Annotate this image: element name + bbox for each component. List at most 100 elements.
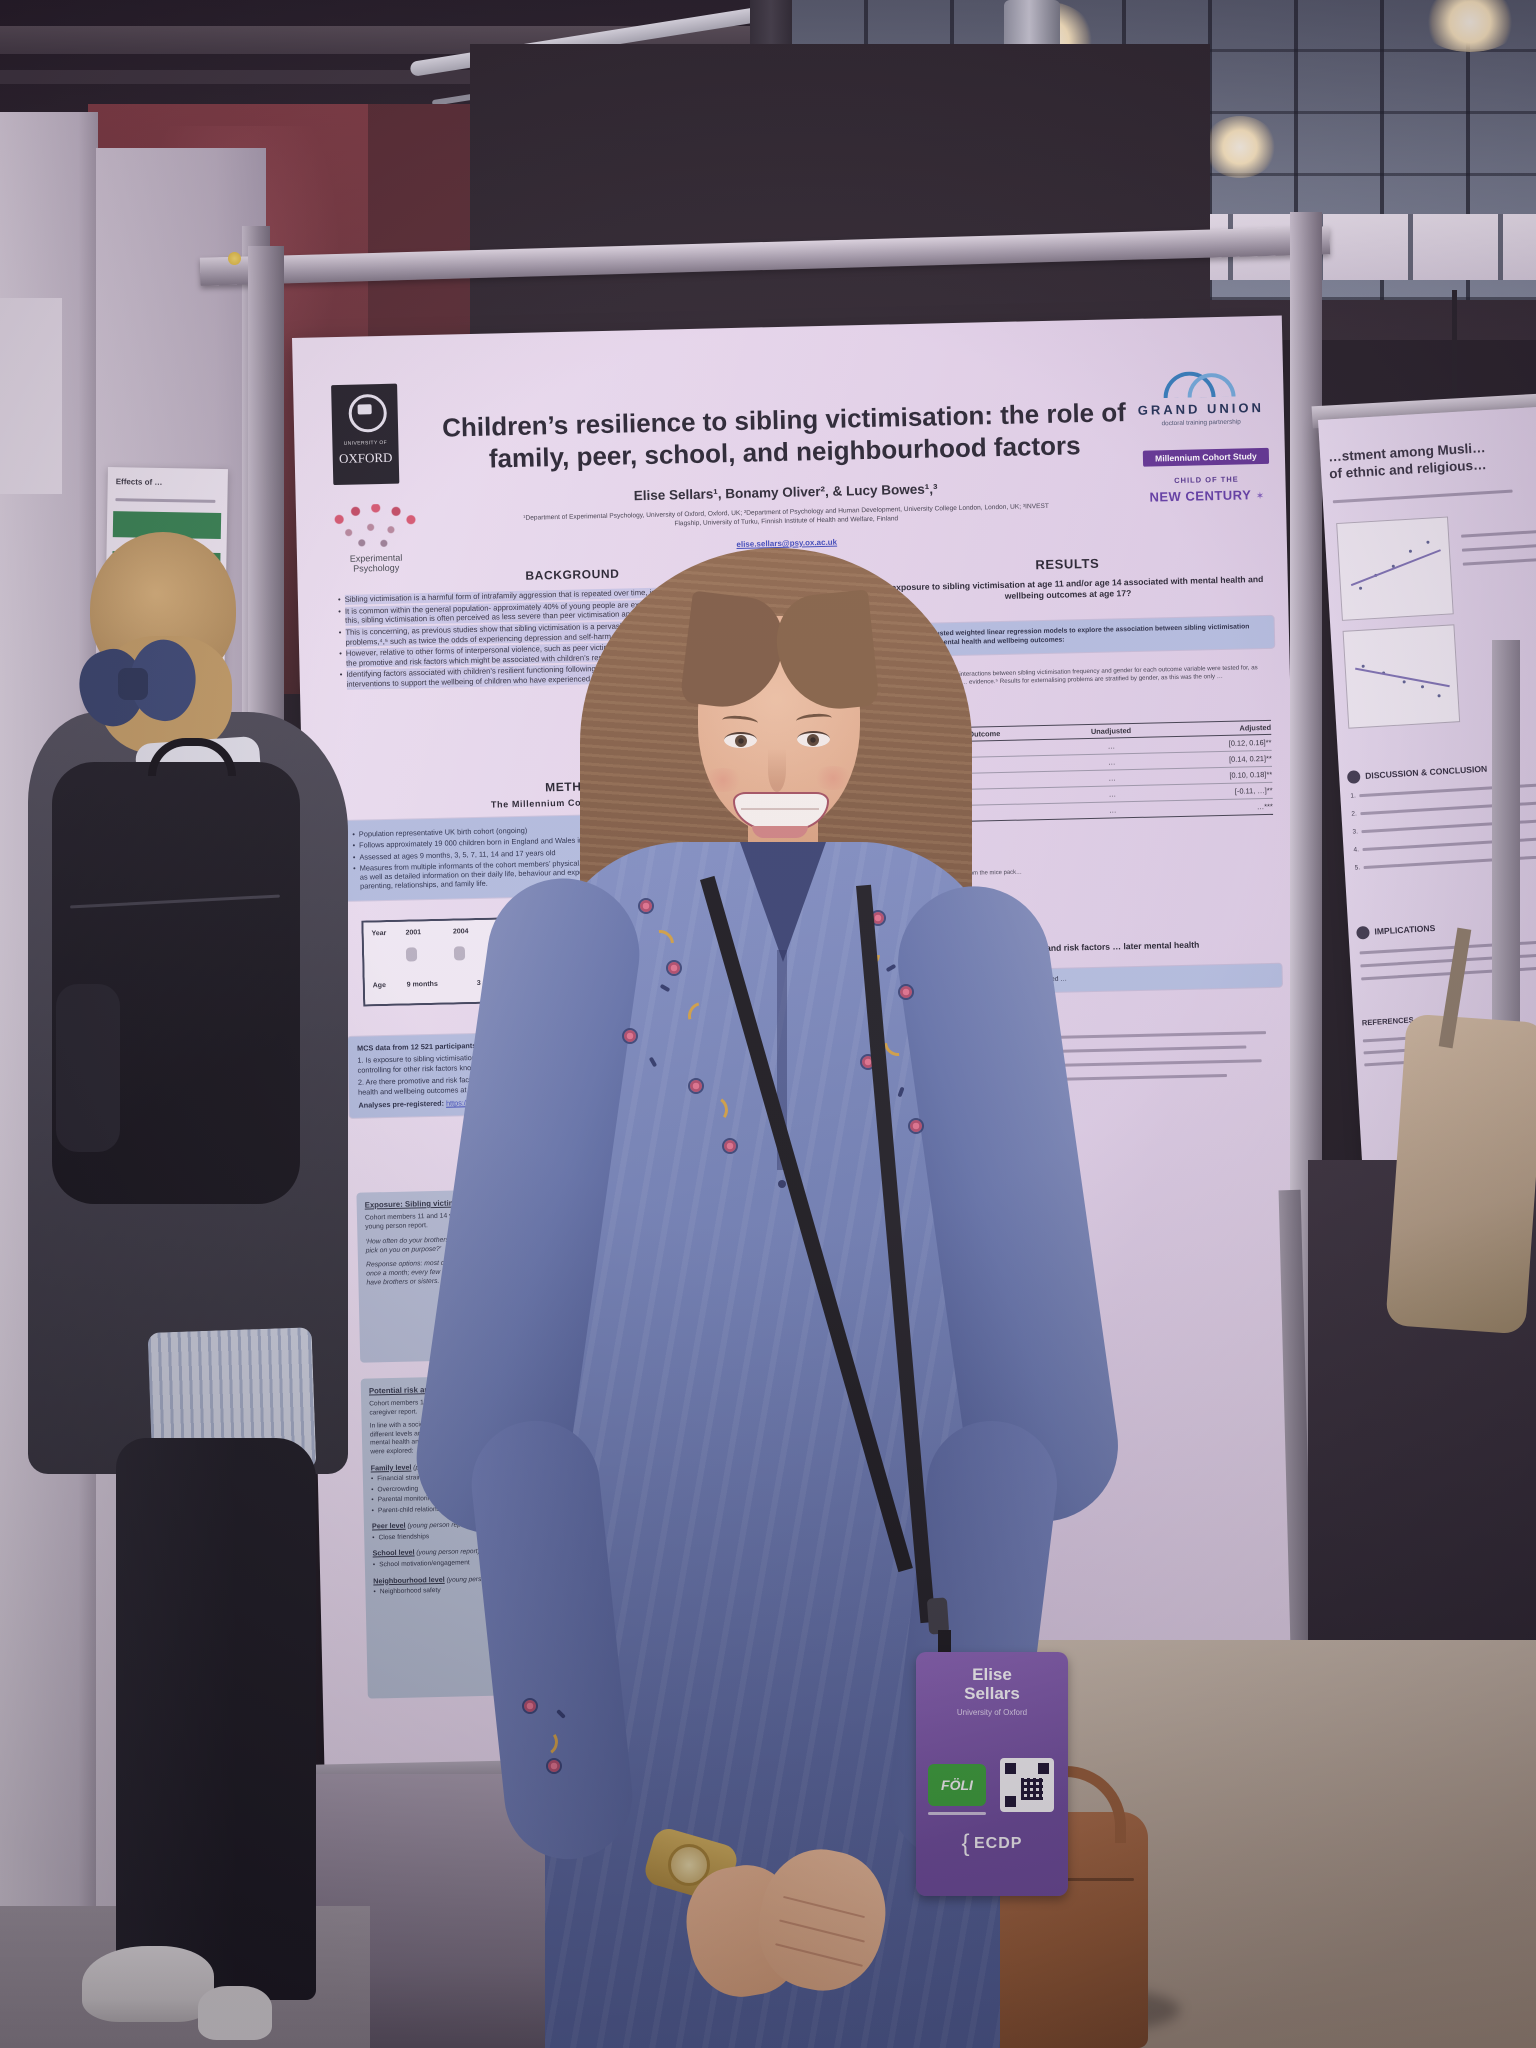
- blush: [702, 768, 744, 792]
- ceiling-light: [1420, 0, 1520, 52]
- right-poster-title: …stment among Musli… of ethnic and relig…: [1328, 435, 1536, 483]
- section-icon: [1356, 925, 1370, 940]
- qr-pattern: [1021, 1778, 1043, 1800]
- white-sneaker: [82, 1946, 214, 2022]
- author-line: [1332, 489, 1513, 504]
- placket: [777, 950, 787, 1170]
- backpack-pocket: [56, 984, 120, 1152]
- foli-sub-line: [928, 1812, 986, 1815]
- item-number: 5.: [1354, 864, 1361, 872]
- eye: [797, 731, 830, 747]
- timeline-age-label: Age: [372, 982, 387, 990]
- left-poster-title: Effects of …: [115, 477, 163, 487]
- lower-lip: [752, 826, 808, 838]
- timeline-year: 2001: [405, 929, 422, 937]
- event-brace: {: [961, 1830, 970, 1857]
- row-unadjusted: …: [1107, 757, 1116, 767]
- row-adjusted: [0.12, 0.16]**: [1228, 737, 1272, 748]
- prereg-label: Analyses pre-registered:: [358, 1099, 445, 1111]
- item-text: Close friendships: [378, 1533, 430, 1542]
- item-number: 2.: [1351, 810, 1358, 818]
- iris: [807, 734, 819, 746]
- level-label: School level: [372, 1547, 415, 1558]
- row-unadjusted: …: [1107, 741, 1116, 751]
- age-icon: [405, 947, 418, 962]
- age-icon: [454, 946, 466, 961]
- cnc-line1: CHILD OF THE: [1174, 474, 1239, 486]
- row-adjusted: [0.14, 0.21]**: [1228, 753, 1272, 764]
- bystander-pants: [116, 1438, 316, 2000]
- text-line: [115, 498, 216, 503]
- level-label: Peer level: [371, 1521, 406, 1531]
- text-line: [1461, 542, 1536, 552]
- row-adjusted: [-0.11, …]**: [1234, 785, 1273, 796]
- mcs-logo: Millennium Cohort Study: [1142, 447, 1270, 467]
- row-unadjusted: …: [1108, 773, 1116, 783]
- cnc-logo: CHILD OF THE NEW CENTURY ✶: [1143, 468, 1270, 511]
- grand-union-sub: doctoral training partnership: [1161, 418, 1241, 428]
- row-adjusted: [0.10, 0.18]**: [1229, 769, 1273, 780]
- badge-name: Elise Sellars: [916, 1665, 1068, 1703]
- timeline-year-label: Year: [371, 930, 387, 938]
- row-unadjusted: …: [1109, 805, 1117, 815]
- button: [778, 1180, 786, 1188]
- item-number: 3.: [1352, 828, 1359, 836]
- row-unadjusted: …: [1108, 789, 1117, 799]
- timeline-age: 3: [476, 979, 481, 987]
- pin-icon: [228, 252, 241, 265]
- item-text: Financial strain: [377, 1474, 422, 1483]
- side-poster: [0, 298, 62, 494]
- timeline-age: 9 months: [406, 980, 438, 989]
- poster-affiliations: ¹Department of Experimental Psychology, …: [446, 501, 1126, 534]
- badge-event: { ECDP: [916, 1830, 1068, 1858]
- timeline-year: 2004: [452, 928, 469, 936]
- lanyard-short-strap: [938, 1630, 951, 1658]
- event-name: ECDP: [974, 1835, 1023, 1852]
- qr-block: [1038, 1763, 1049, 1774]
- level-note: (young person report): [416, 1548, 480, 1557]
- scatter-chart: [1342, 624, 1461, 729]
- poster-authors: Elise Sellars¹, Bonamy Oliver², & Lucy B…: [633, 481, 938, 504]
- grand-union-logo: GRAND UNION doctoral training partnershi…: [1135, 370, 1266, 439]
- text-line: [1461, 528, 1536, 538]
- badge-name-line1: Elise: [972, 1665, 1012, 1684]
- item-text: Neighborhood safety: [379, 1587, 441, 1596]
- scrunchie-knot: [118, 668, 148, 700]
- oxford-text: UNIVERSITY OF: [343, 439, 388, 447]
- qr-block: [1005, 1796, 1016, 1807]
- foli-logo: FÖLI: [928, 1764, 986, 1806]
- item-number: 4.: [1353, 846, 1360, 854]
- iris: [735, 735, 747, 747]
- ceiling-light: [1203, 116, 1277, 178]
- nose: [768, 748, 786, 792]
- star-icon: ✶: [1255, 490, 1265, 503]
- item-text: Parental monitoring: [377, 1495, 435, 1504]
- scatter-chart: [1336, 516, 1454, 621]
- oxford-logo: UNIVERSITY OF OXFORD: [331, 383, 400, 486]
- qr-code: [1000, 1758, 1054, 1812]
- conference-badge: Elise Sellars University of Oxford FÖLI …: [916, 1652, 1068, 1896]
- grand-union-wordmark: GRAND UNION: [1137, 399, 1265, 418]
- results-heading: RESULTS: [1035, 555, 1100, 573]
- badge-name-line2: Sellars: [964, 1683, 1020, 1703]
- poster-title: Children’s resilience to sibling victimi…: [434, 397, 1135, 476]
- level-label: Neighbourhood level: [373, 1574, 445, 1586]
- oxford-wordmark: OXFORD: [338, 449, 393, 466]
- trend-line: [1355, 667, 1450, 688]
- trend-line: [1350, 549, 1441, 587]
- text-line: [1462, 556, 1536, 566]
- right-front-pole: [1492, 640, 1520, 1090]
- col-unadjusted: Unadjusted: [1090, 726, 1132, 736]
- level-label: Family level: [370, 1462, 412, 1473]
- teeth-line: [741, 808, 819, 810]
- white-sneaker: [198, 1986, 272, 2040]
- item-text: School motivation/engagement: [379, 1559, 470, 1569]
- blush: [812, 766, 854, 790]
- hanging-bag: [1385, 1013, 1536, 1335]
- item-number: 1.: [1350, 792, 1356, 800]
- row-adjusted: …***: [1256, 801, 1273, 812]
- section-icon: [1346, 770, 1361, 784]
- oxford-book-icon: [357, 404, 372, 415]
- eye: [724, 732, 757, 748]
